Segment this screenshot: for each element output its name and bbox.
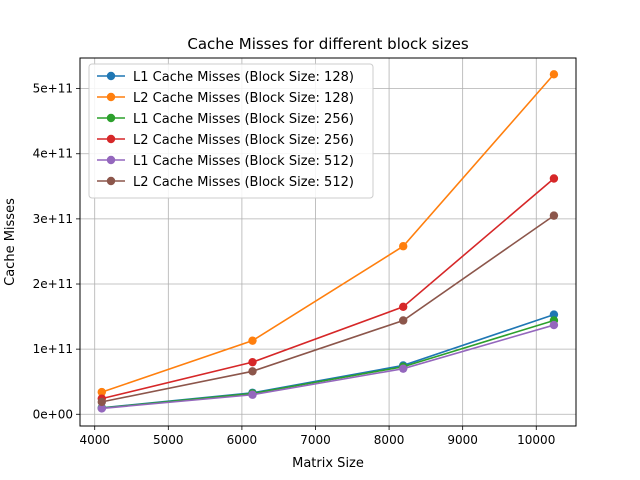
y-tick-label: 4e+11 <box>33 147 73 161</box>
series-line <box>101 214 555 403</box>
x-tick-label: 7000 <box>300 433 331 447</box>
x-tick-label: 9000 <box>447 433 478 447</box>
series-5 <box>97 320 559 413</box>
data-point <box>399 302 408 312</box>
legend-label: L1 Cache Misses (Block Size: 256) <box>133 112 354 127</box>
legend-marker <box>106 134 116 144</box>
data-point <box>549 320 559 330</box>
data-point <box>97 387 106 397</box>
data-point <box>248 357 257 367</box>
series-line <box>101 319 555 409</box>
x-tick-label: 8000 <box>374 433 405 447</box>
series-4 <box>97 174 559 403</box>
legend-item: L2 Cache Misses (Block Size: 512) <box>97 175 354 190</box>
x-axis-label: Matrix Size <box>292 456 364 471</box>
legend-marker <box>106 176 116 186</box>
legend-item: L1 Cache Misses (Block Size: 512) <box>97 154 354 169</box>
y-tick-label: 3e+11 <box>33 212 73 226</box>
legend-marker <box>106 155 116 165</box>
x-tick-label: 6000 <box>227 433 258 447</box>
legend-label: L2 Cache Misses (Block Size: 128) <box>133 91 354 106</box>
data-point <box>549 310 559 319</box>
legend-marker <box>106 113 116 123</box>
y-tick-label: 1e+11 <box>33 342 73 356</box>
series-layer <box>97 70 559 413</box>
y-tick-label: 0e+00 <box>33 407 73 421</box>
x-tick-label: 5000 <box>153 433 184 447</box>
data-point <box>97 404 106 413</box>
data-point <box>399 364 408 373</box>
data-point <box>248 367 257 376</box>
series-3 <box>97 316 559 413</box>
legend-marker <box>106 92 116 102</box>
data-point <box>97 397 106 407</box>
x-tick-label: 4000 <box>79 433 110 447</box>
legend-label: L2 Cache Misses (Block Size: 256) <box>133 133 354 148</box>
series-line <box>101 313 555 409</box>
data-point <box>248 390 257 399</box>
series-line <box>101 73 555 393</box>
legend-label: L2 Cache Misses (Block Size: 512) <box>133 175 354 190</box>
data-point <box>248 336 257 345</box>
legend-label: L1 Cache Misses (Block Size: 128) <box>133 70 354 85</box>
data-point <box>549 211 559 220</box>
chart-title: Cache Misses for different block sizes <box>187 35 468 53</box>
y-tick-label: 2e+11 <box>33 277 73 291</box>
y-axis-label: Cache Misses <box>3 198 18 286</box>
data-point <box>399 242 408 251</box>
axis-ticks: 4000 5000 6000 7000 8000 9000 10000 0e+00 1e+11 2… <box>33 82 556 447</box>
legend-item: L1 Cache Misses (Block Size: 128) <box>97 70 354 85</box>
legend-marker <box>106 71 116 81</box>
series-1 <box>97 310 559 412</box>
legend-item: L2 Cache Misses (Block Size: 256) <box>97 133 354 148</box>
plot-frame <box>79 57 577 427</box>
series-6 <box>97 211 559 407</box>
data-point <box>549 70 559 79</box>
y-tick-label: 5e+11 <box>33 82 73 96</box>
data-point <box>549 174 559 183</box>
legend-item: L1 Cache Misses (Block Size: 256) <box>97 112 354 127</box>
x-tick-label: 10000 <box>517 433 555 447</box>
series-2 <box>97 70 559 397</box>
legend: L1 Cache Misses (Block Size: 128) L2 Cach… <box>88 63 374 199</box>
legend-item: L2 Cache Misses (Block Size: 128) <box>97 91 354 106</box>
legend-label: L1 Cache Misses (Block Size: 512) <box>133 154 354 169</box>
data-point <box>399 316 408 325</box>
series-line <box>101 177 555 400</box>
series-line <box>101 324 555 410</box>
legend-box <box>88 63 374 199</box>
